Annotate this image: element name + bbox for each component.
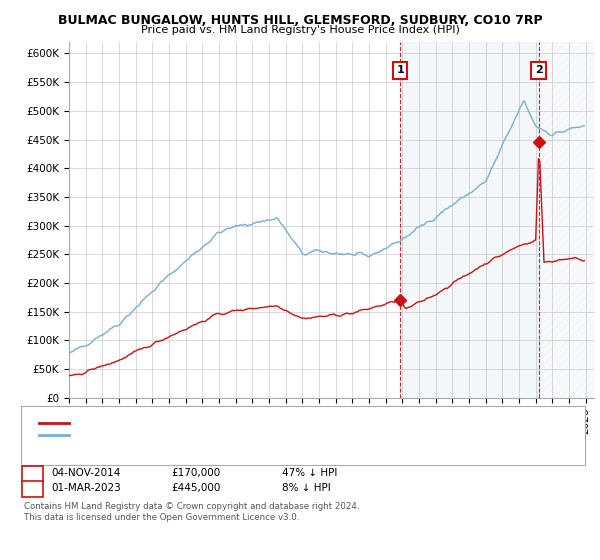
Text: 04-NOV-2014: 04-NOV-2014 (51, 468, 121, 478)
Text: £445,000: £445,000 (171, 483, 220, 493)
Text: BULMAC BUNGALOW, HUNTS HILL, GLEMSFORD, SUDBURY, CO10 7RP: BULMAC BUNGALOW, HUNTS HILL, GLEMSFORD, … (58, 14, 542, 27)
Text: HPI: Average price, detached house, Babergh: HPI: Average price, detached house, Babe… (73, 430, 295, 440)
Text: 47% ↓ HPI: 47% ↓ HPI (282, 468, 337, 478)
Bar (400, 42, 538, 398)
Text: Contains HM Land Registry data © Crown copyright and database right 2024.
This d: Contains HM Land Registry data © Crown c… (24, 502, 359, 522)
Text: £170,000: £170,000 (171, 468, 220, 478)
Bar (539, 42, 594, 398)
Text: 8% ↓ HPI: 8% ↓ HPI (282, 483, 331, 493)
Text: 1: 1 (396, 66, 404, 76)
Text: Price paid vs. HM Land Registry's House Price Index (HPI): Price paid vs. HM Land Registry's House … (140, 25, 460, 35)
Text: 2: 2 (535, 66, 542, 76)
Text: 01-MAR-2023: 01-MAR-2023 (51, 483, 121, 493)
Text: 2: 2 (29, 483, 36, 493)
Text: BULMAC BUNGALOW, HUNTS HILL, GLEMSFORD, SUDBURY, CO10 7RP (detached house): BULMAC BUNGALOW, HUNTS HILL, GLEMSFORD, … (73, 418, 505, 428)
Text: 1: 1 (29, 468, 36, 478)
